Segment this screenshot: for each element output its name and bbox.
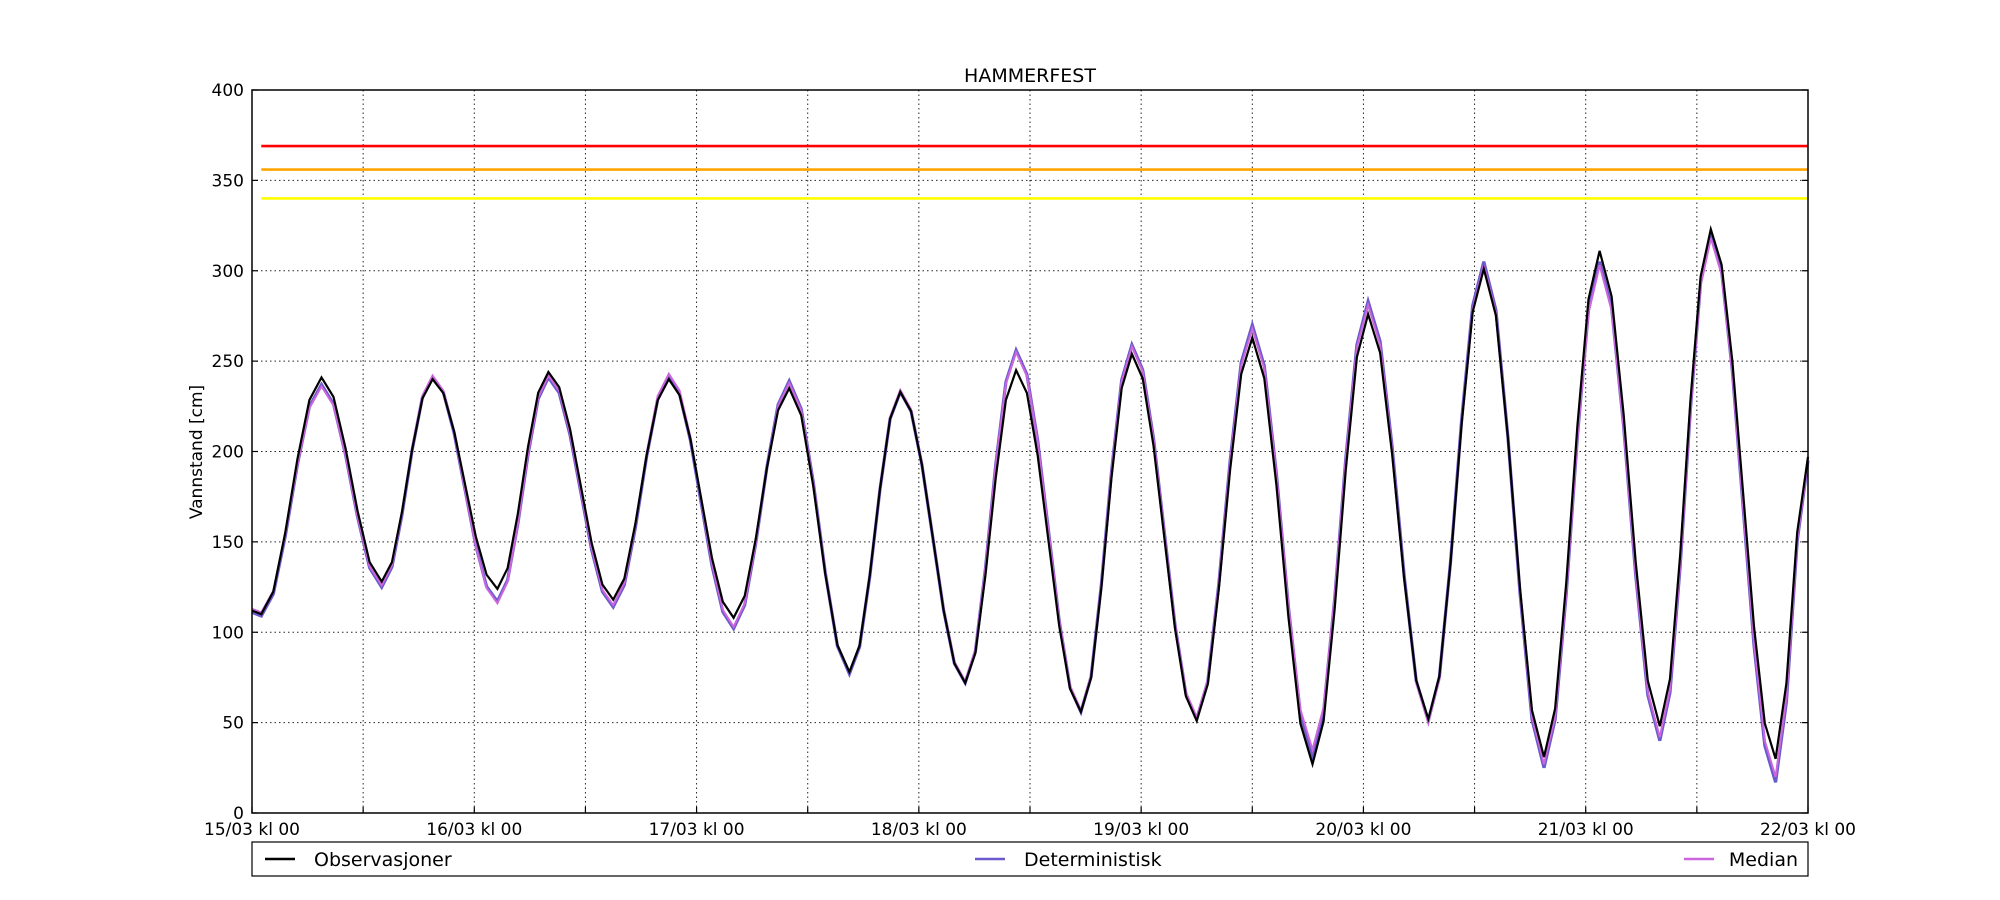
x-tick-label: 20/03 kl 00: [1315, 820, 1411, 840]
y-tick-label: 400: [212, 81, 244, 101]
x-tick-label: 15/03 kl 00: [204, 820, 300, 840]
y-tick-label: 300: [212, 262, 244, 282]
y-tick-label: 250: [212, 352, 244, 372]
y-tick-label: 100: [212, 623, 244, 643]
y-tick-label: 0: [233, 804, 244, 824]
legend-label-median: Median: [1729, 849, 1798, 871]
series-line-observasjoner: [251, 224, 1810, 769]
chart-title: HAMMERFEST: [964, 65, 1096, 87]
legend: Observasjoner Deterministisk Median: [251, 841, 1809, 877]
series-line-median: [251, 237, 1809, 778]
y-axis: 0 50 100 150 200 250 300 350 400: [212, 81, 1808, 824]
x-axis: 15/03 kl 00 16/03 kl 00 17/03 kl 00 18/03 k…: [204, 807, 1856, 840]
x-tick-label: 19/03 kl 00: [1093, 820, 1189, 840]
x-tick-label: 21/03 kl 00: [1538, 820, 1634, 840]
x-tick-label: 18/03 kl 00: [871, 820, 967, 840]
legend-label-deterministisk: Deterministisk: [1024, 849, 1162, 871]
y-tick-label: 50: [222, 714, 244, 734]
y-tick-label: 200: [212, 443, 244, 463]
legend-box: [251, 841, 1809, 877]
y-tick-label: 150: [212, 533, 244, 553]
legend-label-observasjoner: Observasjoner: [314, 849, 452, 871]
y-axis-label: Vannstand [cm]: [187, 385, 207, 519]
x-tick-label: 22/03 kl 00: [1760, 820, 1856, 840]
x-tick-label: 17/03 kl 00: [649, 820, 745, 840]
series-lines: [251, 224, 1810, 783]
y-tick-label: 350: [212, 171, 244, 191]
x-tick-label: 16/03 kl 00: [426, 820, 522, 840]
threshold-lines: [261, 144, 1808, 200]
series-line-deterministisk: [251, 234, 1810, 783]
